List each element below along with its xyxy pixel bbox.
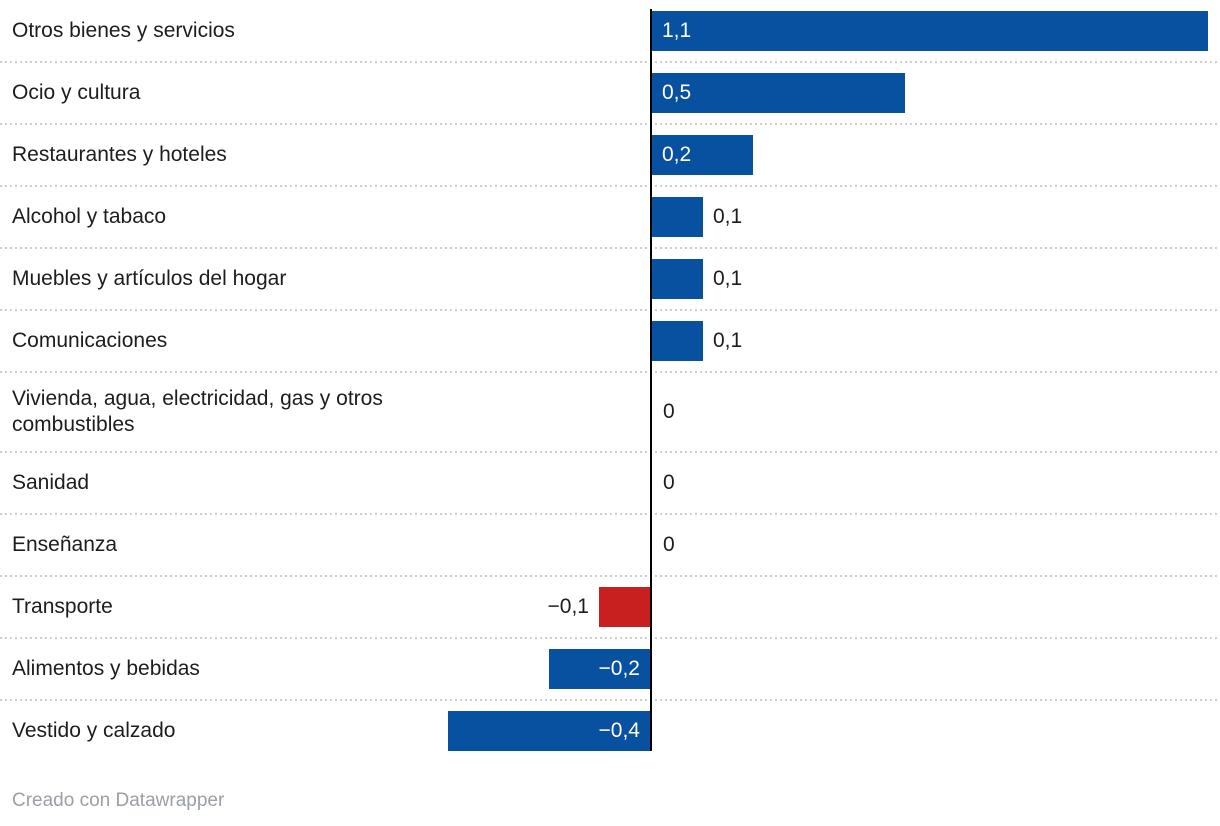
bar: [652, 135, 753, 175]
bar-chart: Otros bienes y servicios 1,1 Ocio y cultur…: [0, 9, 1220, 751]
bar: [652, 197, 703, 237]
category-label: Sanidad: [12, 471, 90, 494]
row-separator: [0, 575, 1220, 577]
category-label: Vestido y calzado: [12, 719, 176, 742]
row-separator: [0, 247, 1220, 249]
category-label: Ocio y cultura: [12, 81, 141, 104]
row-separator: [0, 309, 1220, 311]
value-label: 0,5: [662, 81, 692, 104]
value-label: 0: [663, 400, 675, 423]
category-label: Otros bienes y servicios: [12, 19, 235, 42]
category-label: Muebles y artículos del hogar: [12, 267, 287, 290]
row-separator: [0, 61, 1220, 63]
category-label: Comunicaciones: [12, 329, 168, 352]
bar: [549, 649, 650, 689]
category-label: Vivienda, agua, electricidad, gas y otro…: [12, 387, 383, 436]
row-separator: [0, 699, 1220, 701]
value-label: 0,1: [713, 205, 743, 228]
bar: [448, 711, 650, 751]
bar: [652, 11, 1208, 51]
bar: [652, 321, 703, 361]
zero-axis-line: [650, 9, 652, 751]
value-label: 0,1: [713, 329, 743, 352]
row-separator: [0, 185, 1220, 187]
row-separator: [0, 513, 1220, 515]
category-label: Restaurantes y hoteles: [12, 143, 227, 166]
row-separator: [0, 371, 1220, 373]
bar: [652, 73, 905, 113]
row-separator: [0, 637, 1220, 639]
value-label: 0: [663, 471, 675, 494]
category-label: Transporte: [12, 595, 113, 618]
value-label: 0,1: [713, 267, 743, 290]
value-label: −0,4: [598, 719, 640, 742]
category-label: Alimentos y bebidas: [12, 657, 200, 680]
value-label: 1,1: [662, 19, 692, 42]
value-label: −0,1: [547, 595, 589, 618]
category-label: Alcohol y tabaco: [12, 205, 167, 228]
datawrapper-credit-link[interactable]: Creado con Datawrapper: [12, 790, 225, 811]
bar: [599, 587, 650, 627]
bar: [652, 259, 703, 299]
row-separator: [0, 451, 1220, 453]
value-label: 0,2: [662, 143, 692, 166]
value-label: −0,2: [598, 657, 640, 680]
category-label: Enseñanza: [12, 533, 118, 556]
value-label: 0: [663, 533, 675, 556]
row-separator: [0, 123, 1220, 125]
